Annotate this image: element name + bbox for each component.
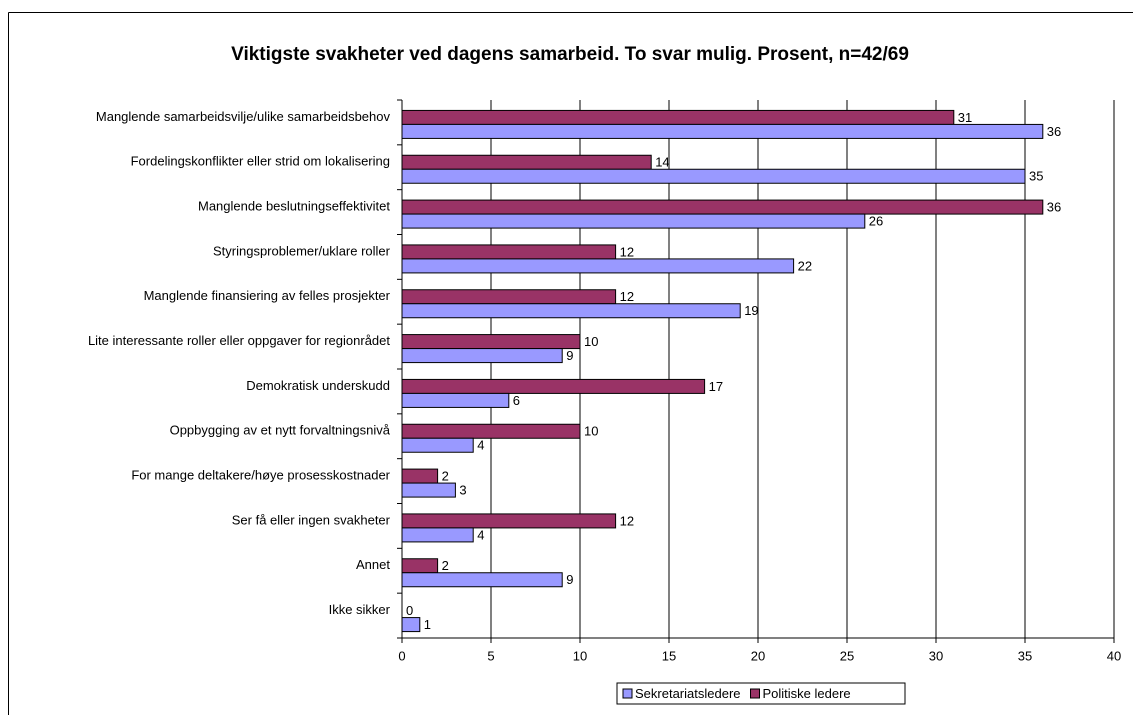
data-label: 22 [798, 258, 812, 273]
legend-swatch [750, 688, 760, 699]
data-label: 36 [1047, 124, 1061, 139]
y-tick-label: Lite interessante roller eller oppgaver … [88, 333, 390, 348]
x-tick-label: 35 [1018, 648, 1032, 663]
data-label: 31 [958, 110, 972, 125]
x-tick-label: 30 [929, 648, 943, 663]
data-label: 4 [477, 527, 484, 542]
bar [401, 558, 439, 574]
bar [401, 168, 1026, 184]
bar [401, 513, 617, 529]
data-label: 10 [584, 334, 598, 349]
y-tick-label: Manglende samarbeidsvilje/ulike samarbei… [96, 109, 391, 124]
bar [401, 378, 706, 394]
y-tick-label: Ikke sikker [329, 602, 391, 617]
data-label: 3 [459, 483, 466, 498]
y-tick-label: Ser få eller ingen svakheter [232, 512, 391, 527]
bar [401, 527, 474, 543]
y-tick-label: Annet [356, 557, 390, 572]
data-label: 12 [620, 289, 634, 304]
bar [401, 423, 581, 439]
x-tick-label: 10 [573, 648, 587, 663]
data-label: 1 [424, 617, 431, 632]
bar [401, 303, 741, 319]
bar [401, 109, 955, 125]
bar [401, 123, 1044, 139]
x-tick-label: 15 [662, 648, 676, 663]
bar [401, 392, 510, 408]
data-label: 2 [442, 469, 449, 484]
bar [401, 258, 795, 274]
data-label: 17 [709, 379, 723, 394]
legend-label: Sekretariatsledere [635, 686, 741, 701]
data-label: 35 [1029, 169, 1043, 184]
data-label: 36 [1047, 200, 1061, 215]
bar [401, 437, 474, 453]
legend-swatch [622, 688, 633, 699]
bar [401, 154, 652, 170]
data-label: 6 [513, 393, 520, 408]
x-tick-label: 40 [1107, 648, 1121, 663]
bar [401, 572, 563, 588]
data-label: 9 [566, 572, 573, 587]
data-label: 4 [477, 438, 484, 453]
bar [401, 468, 439, 484]
data-label: 19 [744, 303, 758, 318]
x-tick-label: 0 [398, 648, 405, 663]
y-tick-label: Oppbygging av et nytt forvaltningsnivå [170, 423, 391, 438]
legend [616, 682, 906, 705]
y-tick-label: For mange deltakere/høye prosesskostnade… [131, 468, 390, 483]
bar [401, 199, 1044, 215]
data-label: 12 [620, 244, 634, 259]
y-tick-label: Demokratisk underskudd [246, 378, 390, 393]
bar [401, 289, 617, 305]
data-label: 12 [620, 513, 634, 528]
bar [401, 482, 456, 498]
bar [401, 334, 581, 350]
legend-label: Politiske ledere [763, 686, 851, 701]
bar [401, 213, 866, 229]
chart-title: Viktigste svakheter ved dagens samarbeid… [231, 44, 909, 65]
data-label: 0 [406, 603, 413, 618]
y-tick-label: Fordelingskonflikter eller strid om loka… [131, 154, 390, 169]
x-tick-label: 20 [751, 648, 765, 663]
data-label: 10 [584, 424, 598, 439]
bar [401, 244, 617, 260]
bar [401, 617, 421, 633]
x-tick-label: 5 [487, 648, 494, 663]
data-label: 2 [442, 558, 449, 573]
y-tick-label: Manglende finansiering av felles prosjek… [144, 288, 391, 303]
data-label: 9 [566, 348, 573, 363]
data-label: 14 [655, 155, 669, 170]
data-label: 26 [869, 214, 883, 229]
x-tick-label: 25 [840, 648, 854, 663]
y-tick-label: Styringsproblemer/uklare roller [213, 243, 391, 258]
bar [401, 348, 563, 364]
y-tick-label: Manglende beslutningseffektivitet [198, 199, 390, 214]
